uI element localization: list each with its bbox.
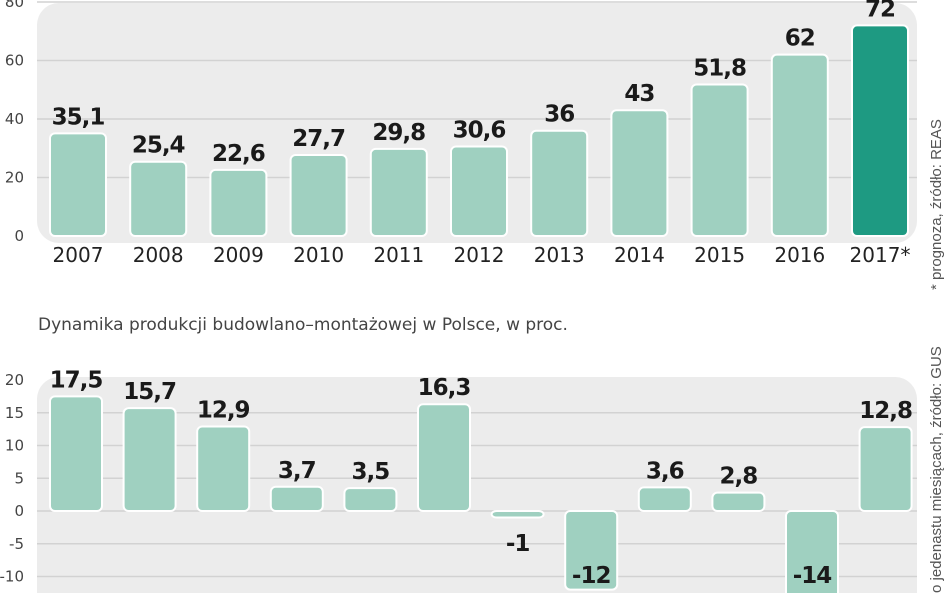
x-tick-label: 2017*	[850, 243, 911, 267]
value-label: 25,4	[132, 133, 185, 159]
value-label: 12,9	[197, 398, 250, 424]
x-tick-label: 2013	[534, 243, 585, 267]
x-tick-label: 2011	[373, 243, 424, 267]
bar	[343, 487, 398, 513]
bar	[610, 109, 669, 237]
bar	[417, 403, 471, 512]
y-tick-label: -10	[0, 568, 24, 586]
y-tick-label: 15	[5, 404, 24, 422]
bar	[858, 426, 913, 512]
y-tick-label: 80	[5, 0, 24, 11]
x-tick-label: 2015	[694, 243, 745, 267]
value-label: 2,8	[720, 464, 758, 490]
bar	[785, 510, 839, 593]
value-label: 51,8	[693, 55, 746, 81]
y-tick-label: 0	[14, 227, 24, 245]
y-tick-label: 20	[5, 371, 24, 389]
value-label: 3,6	[646, 458, 684, 484]
value-label: -12	[572, 563, 611, 589]
bar	[129, 160, 188, 237]
value-label: 27,7	[292, 126, 345, 152]
bar	[289, 153, 348, 237]
y-tick-label: 20	[5, 169, 24, 187]
bar	[490, 510, 545, 519]
x-tick-label: 2008	[133, 243, 184, 267]
value-label: 3,5	[352, 459, 390, 485]
bar	[637, 486, 692, 513]
value-label: 12,8	[859, 398, 912, 424]
bar	[369, 147, 428, 238]
bar	[564, 510, 619, 591]
bar	[690, 83, 749, 237]
bar	[530, 129, 589, 237]
bar	[851, 24, 909, 238]
value-label: 30,6	[453, 117, 506, 143]
value-label: 35,1	[52, 104, 105, 130]
value-label: 15,7	[123, 379, 176, 405]
bar	[450, 145, 508, 237]
bar	[49, 132, 107, 238]
value-label: 16,3	[418, 375, 471, 401]
value-label: 62	[785, 26, 815, 52]
bar	[122, 407, 177, 513]
bar	[269, 485, 324, 513]
bottom-chart-panel	[37, 377, 917, 593]
y-tick-label: 5	[14, 469, 24, 487]
y-tick-label: 10	[5, 437, 24, 455]
value-label: -1	[506, 531, 530, 557]
value-label: 29,8	[372, 120, 425, 146]
bottom-chart-source-note: o jedenastu miesiącach, źródło: GUS	[928, 346, 945, 593]
x-tick-label: 2014	[614, 243, 665, 267]
value-label: 22,6	[212, 141, 265, 167]
top-chart-source-note: * prognoza, źródło: REAS	[928, 119, 945, 290]
bottom-chart: 20 15 10 5 0 -5 -10 17,5 15,7 12,9 3,7 3,5 16,3 -1 -12…	[0, 367, 917, 593]
y-tick-label: 0	[14, 502, 24, 520]
x-tick-label: 2009	[213, 243, 264, 267]
x-tick-label: 2012	[454, 243, 505, 267]
value-label: -14	[793, 563, 832, 589]
value-label: 3,7	[278, 458, 316, 484]
bar	[49, 395, 103, 512]
top-chart: 0 20 40 60 80 35,1 2007 25,4 2008 22,6 2009 27,7 201…	[5, 0, 917, 267]
x-tick-label: 2016	[774, 243, 825, 267]
bar	[711, 491, 766, 513]
value-label: 17,5	[50, 367, 103, 393]
x-tick-label: 2010	[293, 243, 344, 267]
value-label: 43	[624, 81, 654, 107]
y-tick-label: 60	[5, 52, 24, 70]
y-tick-label: -5	[9, 535, 24, 553]
bar	[209, 168, 268, 238]
x-tick-label: 2007	[53, 243, 104, 267]
value-label: 72	[865, 0, 895, 22]
bar	[196, 425, 251, 513]
value-label: 36	[544, 102, 574, 128]
y-tick-label: 40	[5, 110, 24, 128]
bar	[770, 53, 829, 238]
bottom-chart-title: Dynamika produkcji budowlano–montażowej …	[38, 315, 568, 335]
